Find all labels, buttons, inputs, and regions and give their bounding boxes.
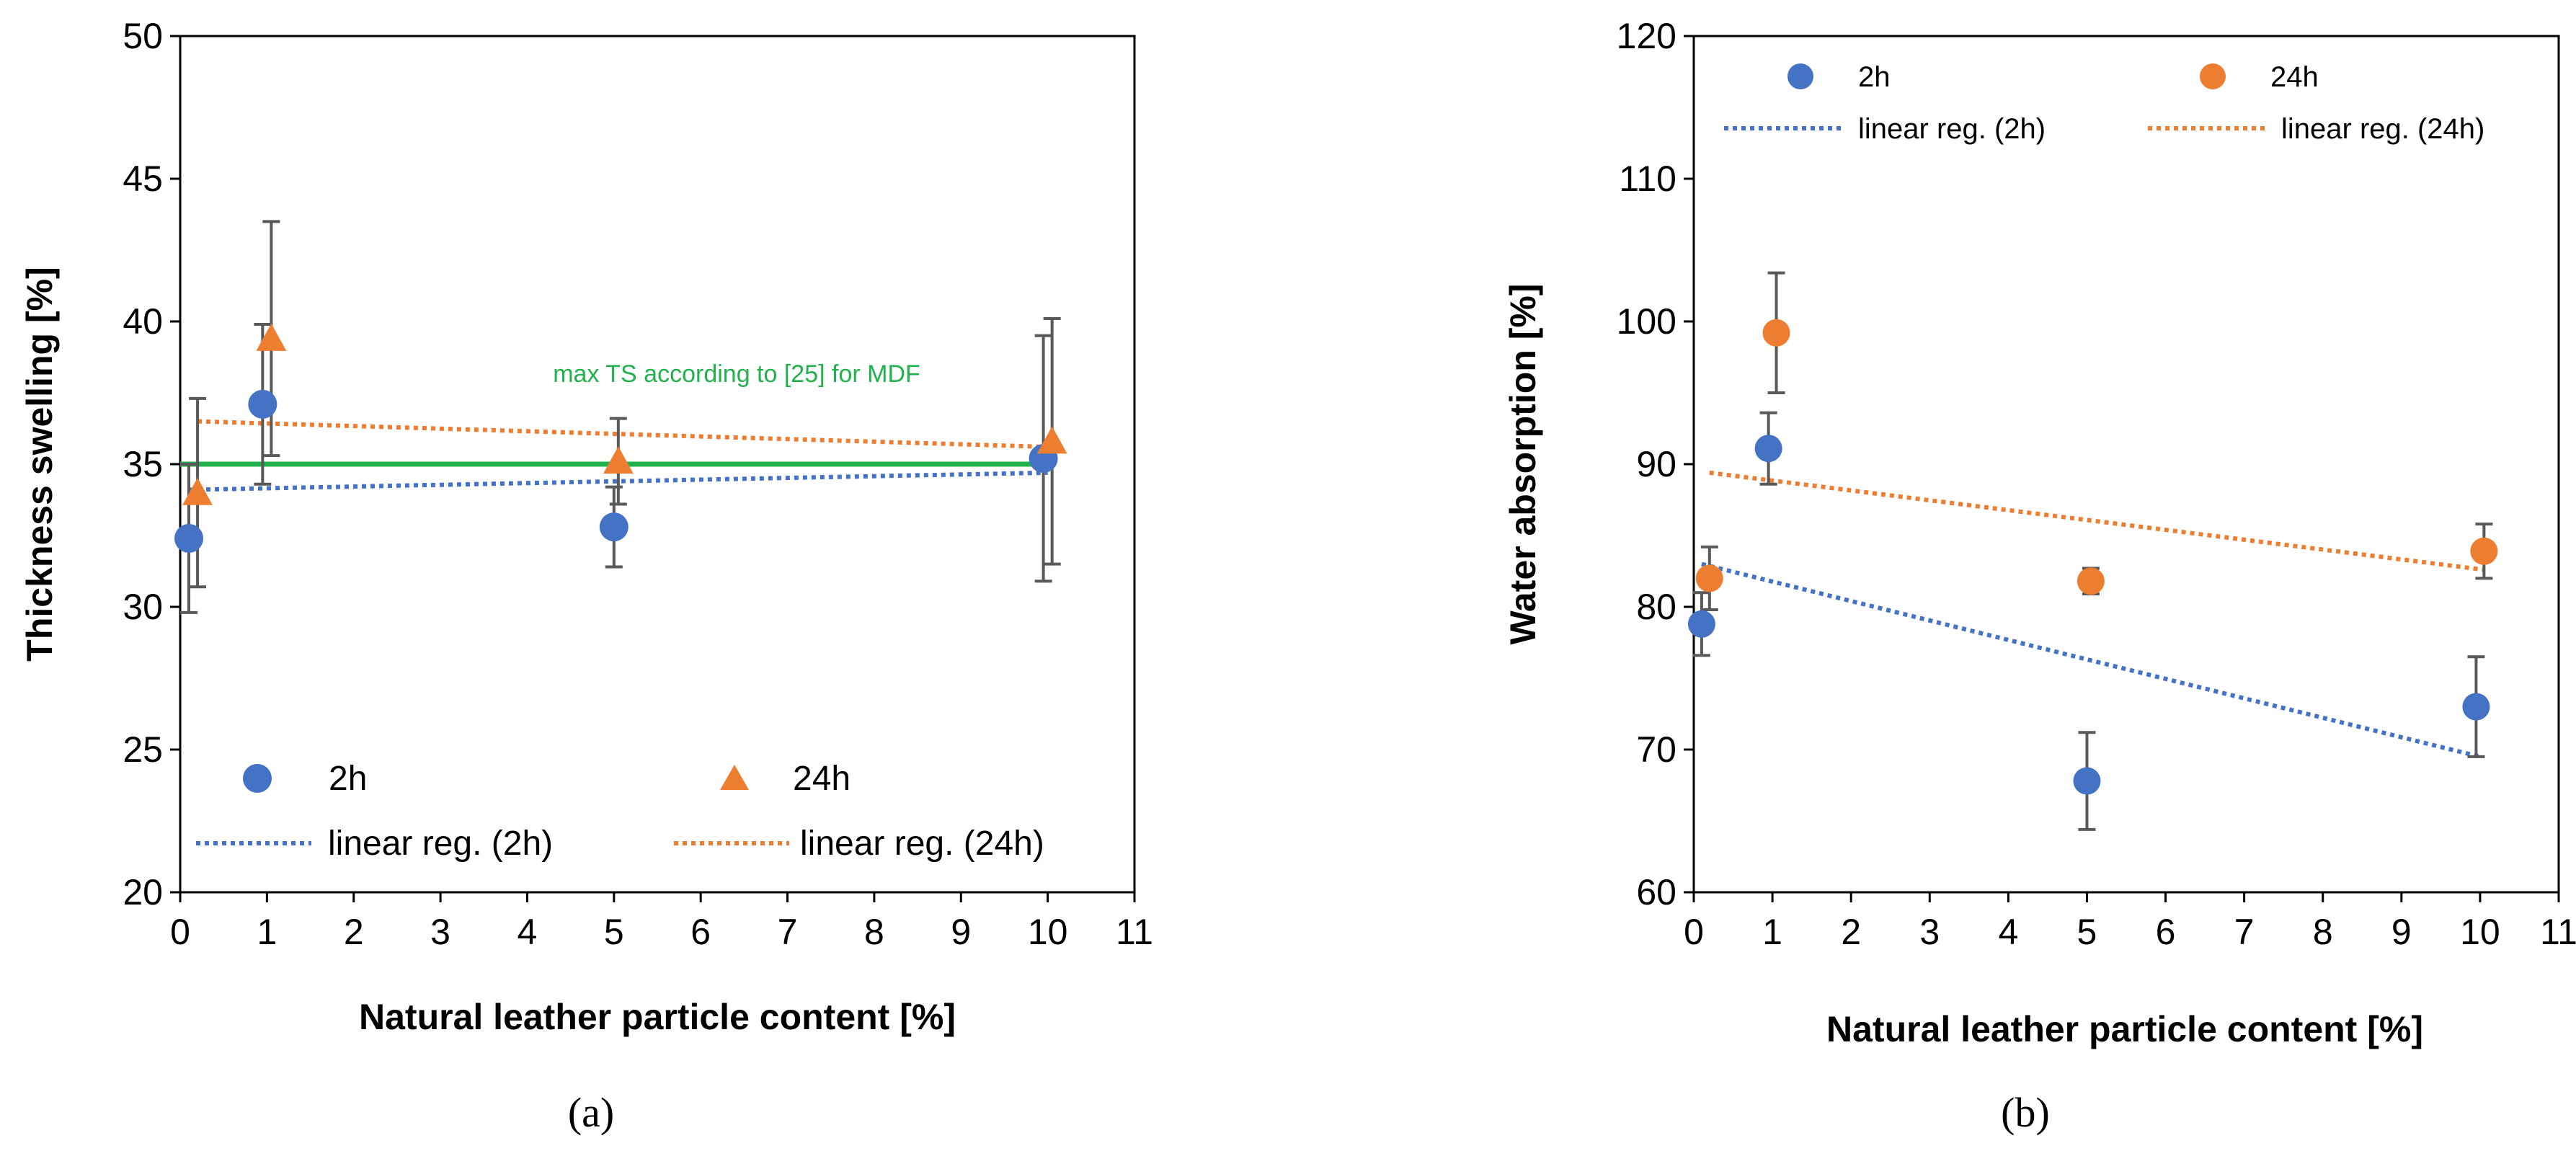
legend-reg-2h-label: linear reg. (2h) [1858, 113, 2046, 145]
y-tick-label: 80 [1636, 587, 1676, 627]
x-tick-label: 9 [2391, 912, 2412, 952]
x-tick-label: 8 [2313, 912, 2333, 952]
panel-b-x-ticks: 0 1 2 3 4 5 6 7 8 9 10 11 [1684, 892, 2576, 952]
x-tick-label: 7 [778, 912, 798, 952]
y-tick-label: 110 [1619, 159, 1676, 199]
regression-line [1701, 561, 2481, 759]
x-tick-label: 1 [257, 912, 277, 952]
legend-reg-24h-label: linear reg. (24h) [2281, 113, 2484, 145]
panel-b-legend: 2h 24h linear reg. (2h) linear reg. (24h… [1724, 61, 2484, 145]
data-point-24h [182, 477, 213, 505]
data-point-24h [603, 446, 634, 474]
data-point-24h [2470, 537, 2498, 565]
y-tick-label: 100 [1617, 301, 1676, 342]
x-tick-label: 1 [1762, 912, 1782, 952]
panel-a-label: (a) [568, 1089, 614, 1136]
legend-reg-2h-label: linear reg. (2h) [328, 825, 553, 863]
panel-b-label: (b) [2001, 1089, 2050, 1136]
y-tick-label: 70 [1636, 729, 1676, 770]
data-point-2h [2462, 693, 2490, 721]
legend-2h-marker [243, 764, 272, 793]
x-tick-label: 0 [1684, 912, 1704, 952]
x-tick-label: 3 [430, 912, 450, 952]
x-tick-label: 5 [2077, 912, 2097, 952]
x-tick-label: 4 [518, 912, 538, 952]
y-tick-label: 120 [1617, 16, 1676, 56]
data-point-24h [1036, 426, 1067, 454]
x-tick-label: 0 [170, 912, 190, 952]
x-tick-label: 10 [2460, 912, 2500, 952]
legend-24h-marker [2200, 63, 2226, 89]
data-point-24h [1762, 319, 1790, 347]
legend-reg-24h-label: linear reg. (24h) [800, 825, 1044, 863]
x-tick-label: 5 [604, 912, 624, 952]
legend-2h-marker [1787, 63, 1813, 89]
data-point-2h [1687, 610, 1715, 638]
legend-24h-label: 24h [2270, 61, 2319, 93]
y-tick-label: 40 [123, 301, 163, 342]
x-tick-label: 2 [1841, 912, 1861, 952]
data-point-2h [1754, 435, 1782, 463]
legend-24h-label: 24h [793, 760, 850, 798]
x-tick-label: 2 [344, 912, 364, 952]
panel-b-x-axis-label: Natural leather particle content [%] [1826, 1009, 2423, 1049]
panel-b-y-axis-label: Water absorption [%] [1503, 284, 1543, 645]
panel-b-chart: 60 70 80 90 100 110 120 0 1 2 3 4 5 6 7 8 9 10 11 Water a… [1503, 16, 2576, 1136]
x-tick-label: 7 [2234, 912, 2255, 952]
legend-2h-label: 2h [1858, 61, 1891, 93]
regression-line [197, 419, 1052, 450]
x-tick-label: 4 [1998, 912, 2018, 952]
y-tick-label: 35 [123, 444, 163, 484]
data-point-24h [1695, 564, 1723, 592]
data-point-24h [2077, 567, 2105, 595]
y-tick-label: 45 [123, 159, 163, 199]
x-tick-label: 10 [1028, 912, 1068, 952]
y-tick-label: 20 [123, 872, 163, 912]
x-tick-label: 8 [864, 912, 884, 952]
y-tick-label: 50 [123, 16, 163, 56]
x-tick-label: 11 [2540, 912, 2576, 952]
regression-line [1709, 470, 2484, 572]
legend-24h-marker [720, 765, 749, 790]
panel-a-x-axis-label: Natural leather particle content [%] [359, 997, 956, 1037]
x-tick-label: 11 [1116, 912, 1153, 952]
x-tick-label: 9 [951, 912, 971, 952]
y-tick-label: 25 [123, 729, 163, 770]
y-tick-label: 60 [1636, 872, 1676, 912]
panel-a-points [174, 323, 1067, 553]
panel-a-y-axis-label: Thickness swelling [%] [19, 267, 60, 661]
panel-b-points [1687, 319, 2498, 795]
data-point-24h [256, 323, 287, 351]
panel-a-regressions [188, 419, 1052, 492]
panel-a-reference-label: max TS according to [25] for MDF [553, 360, 920, 388]
panel-b-y-ticks: 60 70 80 90 100 110 120 [1617, 16, 1694, 912]
data-point-2h [599, 512, 629, 542]
x-tick-label: 6 [690, 912, 711, 952]
legend-2h-label: 2h [329, 760, 367, 798]
panel-a-y-ticks: 20 25 30 35 40 45 50 [123, 16, 180, 912]
y-tick-label: 90 [1636, 444, 1676, 484]
data-point-2h [248, 389, 277, 419]
data-point-2h [2073, 767, 2101, 795]
panel-a-legend: 2h 24h linear reg. (2h) linear reg. (24h… [196, 760, 1044, 863]
data-point-2h [174, 523, 204, 553]
panel-b-regressions [1701, 470, 2484, 759]
y-tick-label: 30 [123, 587, 163, 627]
x-tick-label: 6 [2156, 912, 2176, 952]
x-tick-label: 3 [1919, 912, 1940, 952]
panel-a-x-ticks: 0 1 2 3 4 5 6 7 8 9 10 11 [170, 892, 1153, 952]
